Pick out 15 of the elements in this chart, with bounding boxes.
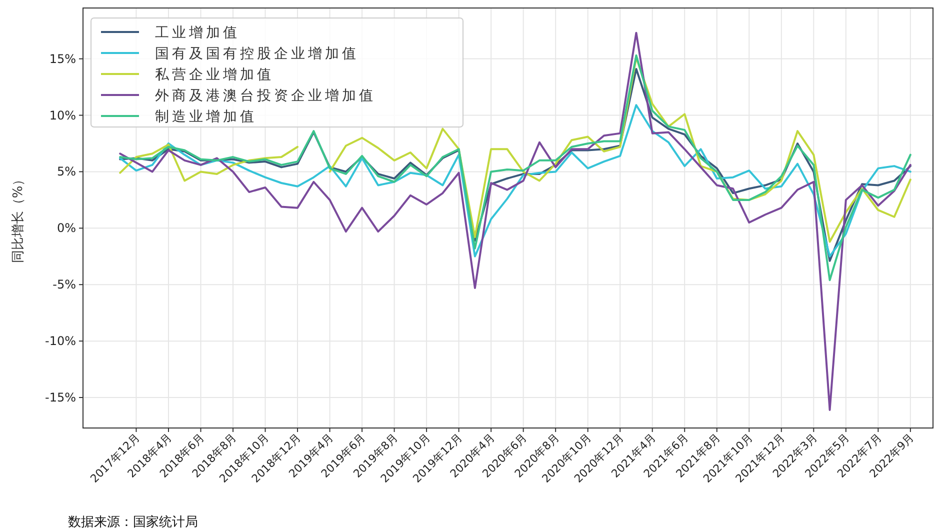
line-series xyxy=(119,104,912,258)
legend-label: 工业增加值 xyxy=(155,25,240,41)
legend-label: 国有及国有控股企业增加值 xyxy=(155,46,359,62)
y-tick-label: -10% xyxy=(44,334,76,348)
y-tick-label: 5% xyxy=(56,164,76,179)
y-tick-label: -15% xyxy=(44,390,76,405)
y-tick-label: -5% xyxy=(52,278,76,292)
legend-label: 私营企业增加值 xyxy=(155,67,274,83)
y-tick-label: 0% xyxy=(56,221,76,236)
y-axis-title: 同比增长（%） xyxy=(11,172,26,264)
y-tick-label: 15% xyxy=(49,52,76,66)
source-note: 数据来源：国家统计局 xyxy=(68,514,198,530)
legend-label: 外商及港澳台投资企业增加值 xyxy=(155,88,376,104)
legend-label: 制造业增加值 xyxy=(155,109,257,125)
y-tick-label: 10% xyxy=(49,108,76,122)
